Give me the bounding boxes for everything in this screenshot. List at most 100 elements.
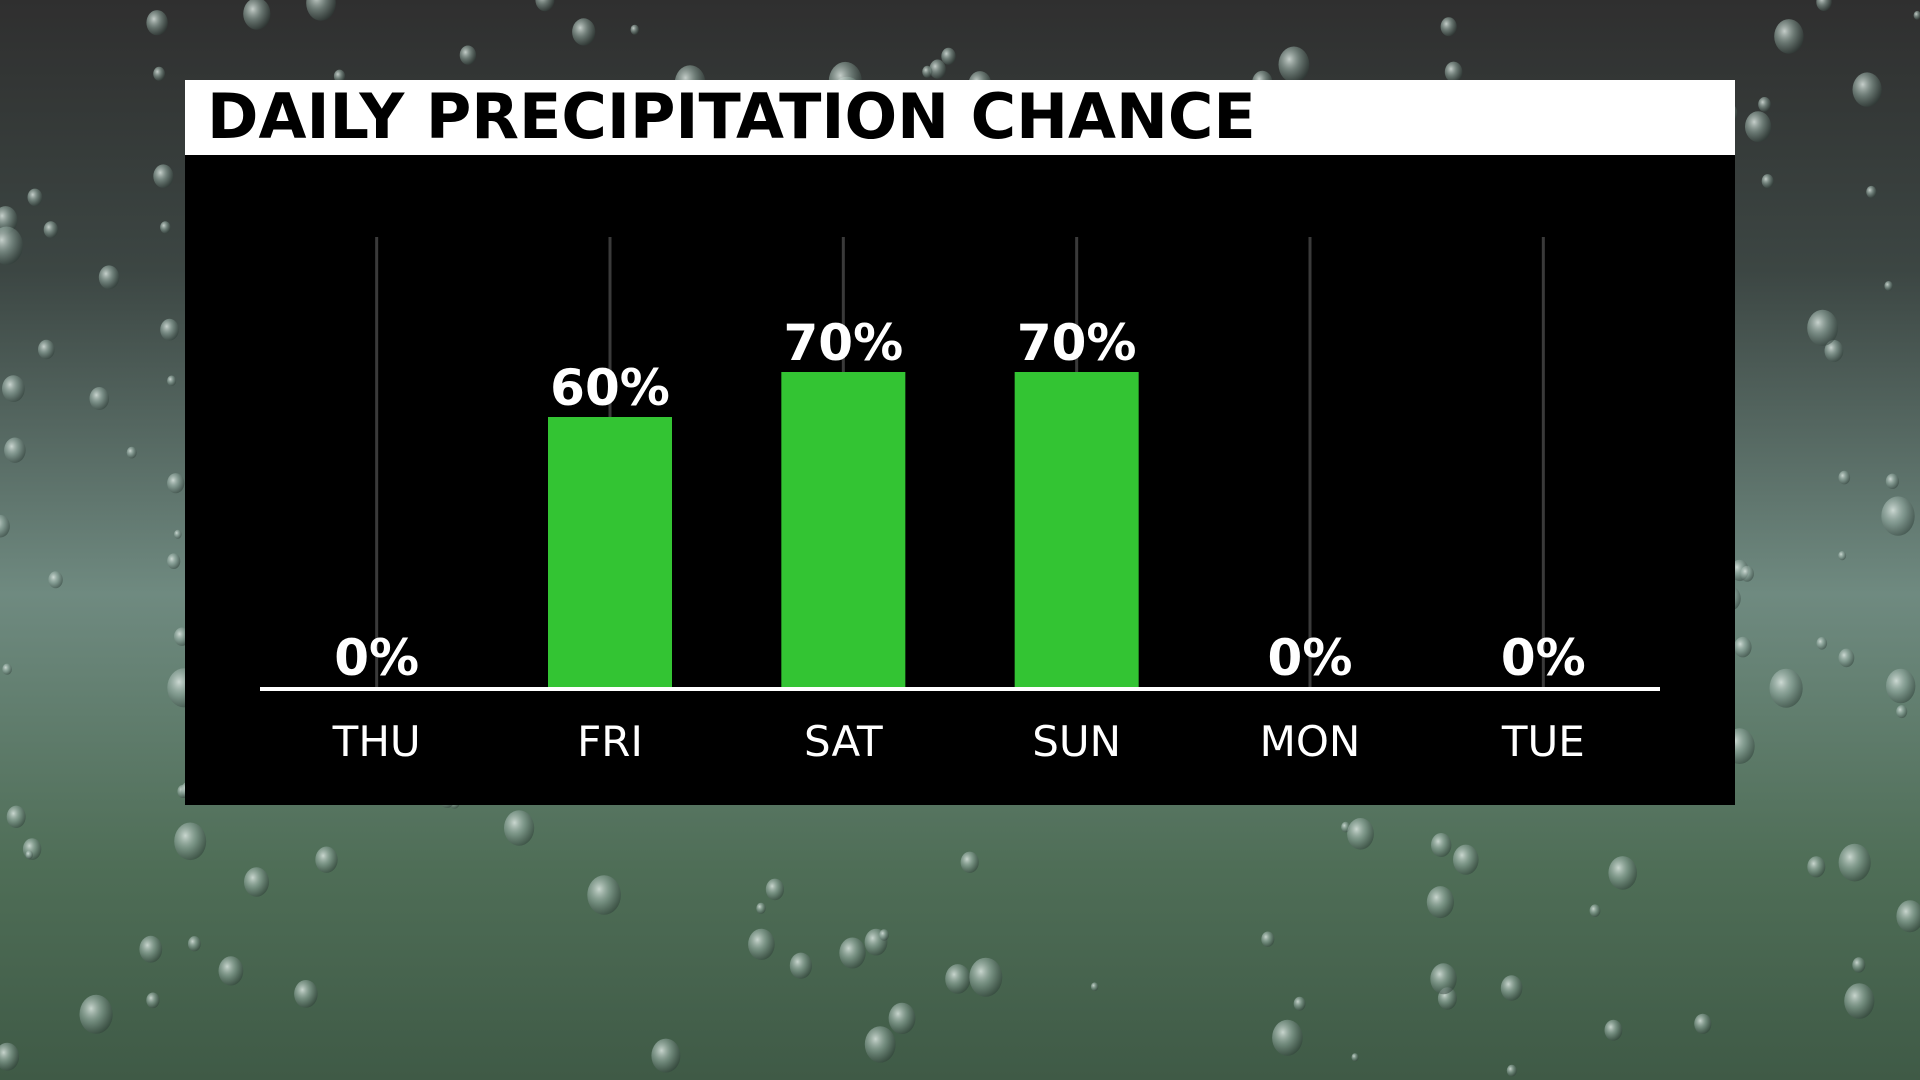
raindrop <box>174 822 207 861</box>
raindrop <box>0 226 23 265</box>
raindrop <box>188 936 201 952</box>
raindrop <box>1866 185 1877 198</box>
raindrop <box>1604 1019 1623 1041</box>
raindrop <box>1884 281 1893 291</box>
raindrop <box>333 69 346 83</box>
raindrop <box>315 846 338 873</box>
raindrop <box>1838 551 1847 561</box>
tick-label-tue: TUE <box>1501 717 1585 766</box>
raindrop <box>1886 668 1916 704</box>
raindrop <box>43 221 58 239</box>
raindrop <box>174 529 182 539</box>
raindrop <box>651 1038 681 1073</box>
raindrop <box>243 0 271 30</box>
raindrop <box>1807 856 1826 878</box>
raindrop <box>1261 931 1275 947</box>
raindrop <box>1734 636 1752 658</box>
bar-sat <box>781 372 906 687</box>
raindrop <box>1885 473 1899 489</box>
raindrop <box>48 571 63 589</box>
value-label-mon: 0% <box>1268 629 1353 687</box>
raindrop <box>789 952 813 979</box>
tick-label-sun: SUN <box>1032 717 1121 766</box>
raindrop <box>1740 565 1754 582</box>
raindrop <box>1852 72 1882 107</box>
raindrop <box>153 164 174 188</box>
raindrop <box>1838 843 1871 882</box>
raindrop <box>160 318 179 341</box>
raindrop <box>945 964 971 994</box>
value-label-fri: 60% <box>550 359 670 417</box>
tick-label-thu: THU <box>332 717 421 766</box>
raindrop <box>1816 0 1832 12</box>
raindrop <box>572 18 596 46</box>
value-label-tue: 0% <box>1501 629 1586 687</box>
raindrop <box>922 65 933 78</box>
raindrop <box>4 437 26 463</box>
raindrop <box>765 878 785 901</box>
raindrop <box>167 553 181 569</box>
raindrop <box>167 473 185 494</box>
raindrop <box>167 375 177 387</box>
bar-fri <box>548 417 672 687</box>
raindrop <box>218 956 244 986</box>
raindrop <box>888 1002 916 1035</box>
raindrop <box>1090 982 1099 991</box>
raindrop <box>1852 957 1866 973</box>
raindrop <box>1431 833 1452 857</box>
raindrop <box>139 935 163 963</box>
raindrop <box>1913 10 1920 20</box>
raindrop <box>1816 637 1828 650</box>
raindrop <box>153 66 166 81</box>
title-bar: DAILY PRECIPITATION CHANCE <box>185 80 1735 155</box>
raindrop <box>38 339 55 360</box>
raindrop <box>25 850 33 860</box>
value-label-sat: 70% <box>783 314 903 372</box>
raindrop <box>244 867 269 897</box>
tick-label-fri: FRI <box>577 717 643 766</box>
raindrop <box>587 875 621 915</box>
raindrop <box>1694 1013 1712 1034</box>
raindrop <box>1758 97 1771 112</box>
raindrop <box>126 446 137 459</box>
tick-label-sat: SAT <box>804 717 883 766</box>
tick-label-mon: MON <box>1260 717 1361 766</box>
value-label-sun: 70% <box>1017 314 1137 372</box>
raindrop <box>160 221 171 234</box>
raindrop <box>748 928 775 960</box>
raindrop <box>1589 904 1601 917</box>
raindrop <box>1838 470 1851 485</box>
chart-title: DAILY PRECIPITATION CHANCE <box>207 80 1256 153</box>
raindrop <box>941 47 956 65</box>
raindrop <box>503 810 535 846</box>
raindrop <box>1881 496 1915 536</box>
raindrop <box>879 929 889 941</box>
raindrop <box>756 902 766 914</box>
raindrop <box>1896 705 1908 719</box>
raindrop <box>146 10 168 36</box>
raindrop <box>1769 668 1803 708</box>
raindrop <box>2 375 25 402</box>
raindrop <box>839 937 866 969</box>
value-label-thu: 0% <box>334 629 419 687</box>
raindrop <box>535 0 555 12</box>
raindrop <box>630 24 639 35</box>
raindrop <box>1896 900 1920 933</box>
raindrop <box>1440 17 1457 37</box>
raindrop <box>1838 648 1855 668</box>
raindrop <box>1807 309 1838 346</box>
raindrop <box>960 851 979 873</box>
raindrop <box>1347 818 1374 850</box>
raindrop <box>1278 46 1310 83</box>
bar-chart: 0% 60% 70% 70% 0% 0% THU FRI SAT SUN MON TUE <box>260 237 1660 766</box>
bar-sun <box>1014 372 1139 687</box>
raindrop <box>27 188 43 206</box>
raindrop <box>1745 111 1772 142</box>
raindrop <box>294 980 318 1008</box>
raindrop <box>459 45 477 65</box>
raindrop <box>306 0 336 21</box>
raindrop <box>929 59 946 79</box>
raindrop <box>1608 856 1637 890</box>
raindrop <box>2 663 12 675</box>
raindrop <box>1506 1064 1517 1077</box>
